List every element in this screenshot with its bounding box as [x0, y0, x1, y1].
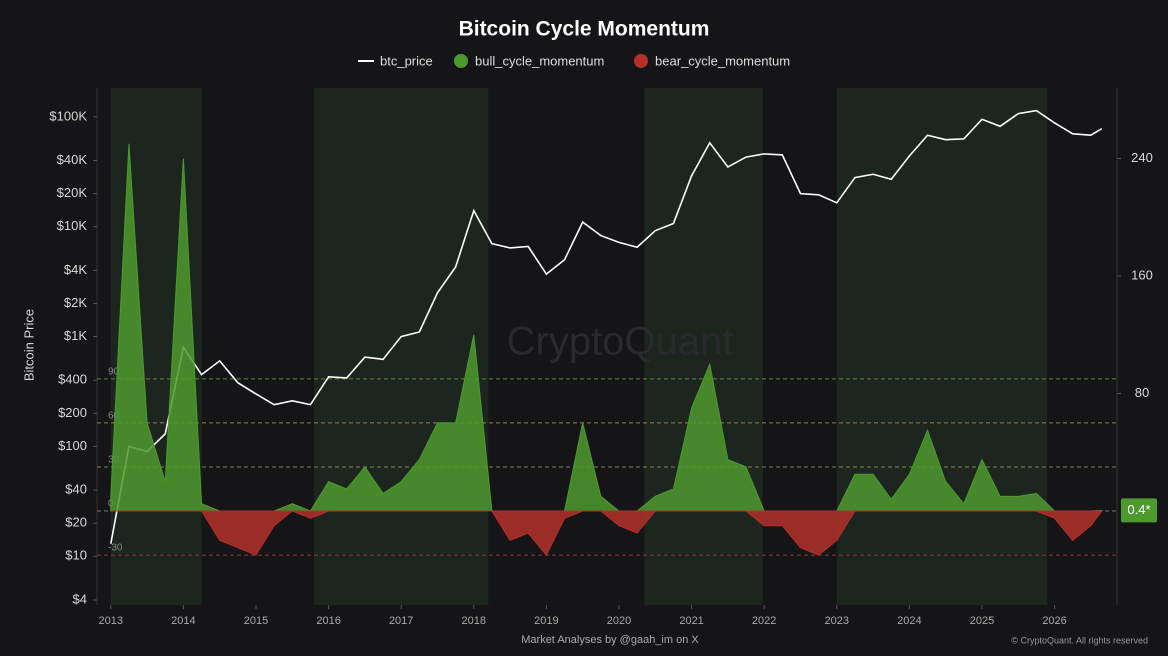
legend-label: bear_cycle_momentum	[655, 53, 790, 68]
x-tick-label: 2019	[534, 615, 558, 627]
threshold-label: -30	[108, 543, 123, 554]
price-line	[110, 109, 1103, 544]
y-tick-label: $2K	[64, 295, 87, 310]
y-tick-label: $20	[65, 515, 87, 530]
x-tick-label: 2015	[244, 615, 268, 627]
y-tick-label: $4	[73, 591, 87, 606]
y-tick-label: $100K	[49, 108, 87, 123]
y2-tick-label: 80	[1135, 385, 1149, 400]
y2-tick-label: 160	[1131, 267, 1153, 282]
x-tick-label: 2025	[970, 615, 994, 627]
y-tick-label: $10K	[57, 218, 88, 233]
current-badge	[1121, 498, 1157, 523]
threshold-label: 60	[108, 411, 120, 422]
x-tick-label: 2016	[316, 615, 340, 627]
x-tick-label: 2024	[897, 615, 921, 627]
x-tick-label: 2020	[607, 615, 631, 627]
current-label: 0.4*	[1127, 502, 1150, 517]
copyright: © CryptoQuant. All rights reserved	[1011, 635, 1148, 645]
legend-label: bull_cycle_momentum	[475, 53, 604, 68]
x-tick-label: 2017	[389, 615, 413, 627]
y-axis-label: Bitcoin Price	[21, 309, 36, 381]
momentum-area	[110, 510, 1103, 556]
y-tick-label: $40K	[57, 152, 88, 167]
x-tick-label: 2026	[1042, 615, 1066, 627]
bull-region	[644, 88, 763, 605]
legend-swatch	[634, 54, 648, 68]
legend-label: btc_price	[380, 53, 433, 68]
threshold-label: 90	[108, 366, 120, 377]
y-tick-label: $10	[65, 548, 87, 563]
bull-region	[836, 88, 1048, 605]
legend-swatch	[454, 54, 468, 68]
bull-region	[314, 88, 489, 605]
y-tick-label: $40	[65, 482, 87, 497]
y-tick-label: $1K	[64, 328, 87, 343]
y2-tick-label: 240	[1131, 150, 1153, 165]
footer: Market Analyses by @gaah_im on X	[521, 634, 699, 646]
x-tick-label: 2018	[462, 615, 486, 627]
y-tick-label: $400	[58, 372, 87, 387]
x-tick-label: 2021	[679, 615, 703, 627]
y-tick-label: $20K	[57, 185, 88, 200]
y-tick-label: $200	[58, 405, 87, 420]
y-tick-label: $4K	[64, 262, 87, 277]
x-tick-label: 2023	[825, 615, 849, 627]
chart-title: Bitcoin Cycle Momentum	[459, 18, 710, 41]
x-tick-label: 2022	[752, 615, 776, 627]
x-tick-label: 2014	[171, 615, 195, 627]
x-tick-label: 2013	[99, 615, 123, 627]
watermark: CryptoQuant	[507, 320, 734, 364]
y-tick-label: $100	[58, 438, 87, 453]
